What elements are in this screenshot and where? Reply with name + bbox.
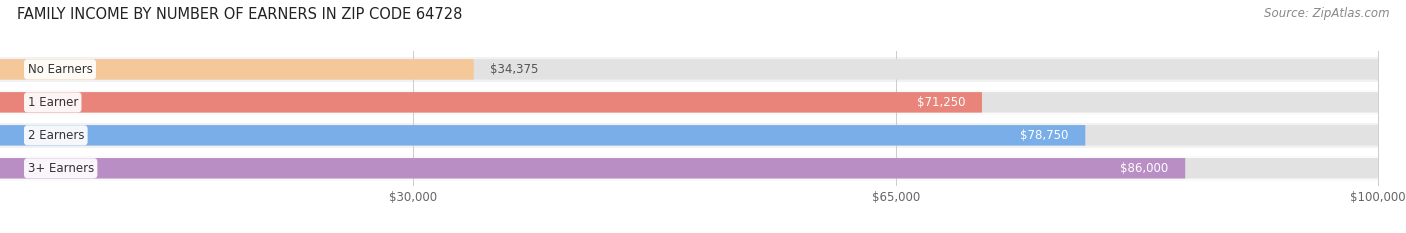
FancyBboxPatch shape bbox=[0, 125, 1378, 146]
Text: 3+ Earners: 3+ Earners bbox=[28, 162, 94, 175]
FancyBboxPatch shape bbox=[0, 57, 1378, 82]
FancyBboxPatch shape bbox=[0, 92, 1378, 113]
FancyBboxPatch shape bbox=[0, 158, 1378, 178]
Text: Source: ZipAtlas.com: Source: ZipAtlas.com bbox=[1264, 7, 1389, 20]
Text: 1 Earner: 1 Earner bbox=[28, 96, 77, 109]
Text: $71,250: $71,250 bbox=[917, 96, 966, 109]
FancyBboxPatch shape bbox=[0, 123, 1378, 148]
Text: $78,750: $78,750 bbox=[1021, 129, 1069, 142]
FancyBboxPatch shape bbox=[0, 59, 474, 80]
Text: $34,375: $34,375 bbox=[491, 63, 538, 76]
FancyBboxPatch shape bbox=[0, 92, 981, 113]
FancyBboxPatch shape bbox=[0, 90, 1378, 115]
FancyBboxPatch shape bbox=[0, 156, 1378, 181]
FancyBboxPatch shape bbox=[0, 158, 1185, 178]
Text: 2 Earners: 2 Earners bbox=[28, 129, 84, 142]
FancyBboxPatch shape bbox=[0, 59, 1378, 80]
Text: No Earners: No Earners bbox=[28, 63, 93, 76]
Text: FAMILY INCOME BY NUMBER OF EARNERS IN ZIP CODE 64728: FAMILY INCOME BY NUMBER OF EARNERS IN ZI… bbox=[17, 7, 463, 22]
FancyBboxPatch shape bbox=[0, 125, 1085, 146]
Text: $86,000: $86,000 bbox=[1121, 162, 1168, 175]
